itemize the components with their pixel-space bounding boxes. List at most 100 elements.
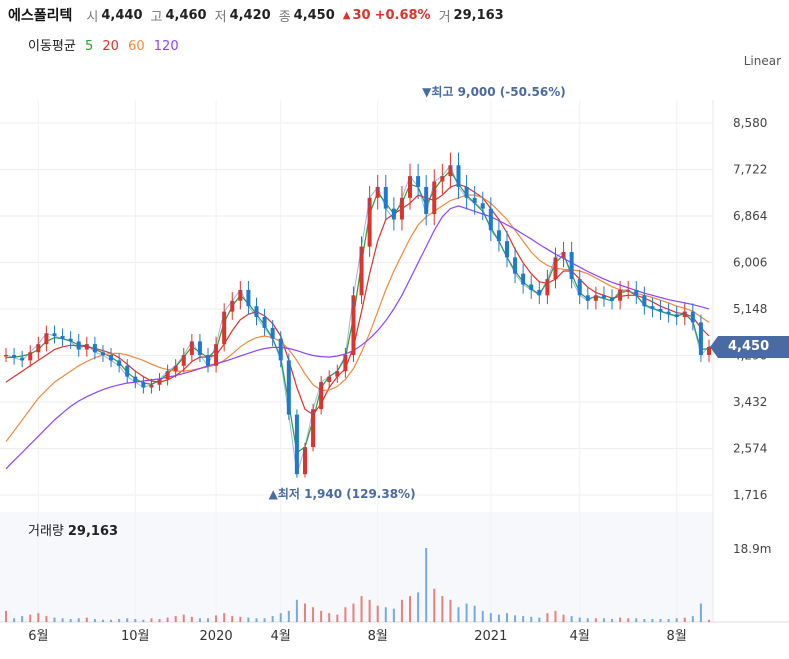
volume-bar	[699, 603, 702, 622]
y-tick-label: 6,006	[733, 256, 767, 270]
volume-bar	[708, 619, 710, 622]
volume-bar	[45, 616, 48, 622]
volume-bar	[554, 610, 557, 622]
candle-body	[513, 257, 518, 274]
candle-body	[448, 165, 453, 177]
x-tick-label: 6월	[28, 629, 48, 644]
candle-body	[666, 311, 671, 315]
volume-bar	[392, 608, 395, 622]
volume-bar	[683, 617, 686, 622]
candle-body	[149, 384, 154, 388]
volume-bar	[166, 617, 169, 622]
volume-bar	[101, 619, 104, 622]
volume-bar	[376, 605, 379, 622]
candle-body	[359, 246, 364, 296]
volume-bar	[158, 619, 161, 622]
volume-bar	[611, 619, 614, 622]
candle-body	[165, 371, 170, 380]
candle-body	[432, 181, 437, 215]
volume-bar	[77, 618, 80, 622]
volume-bar	[29, 614, 32, 622]
ma-line-5	[5, 169, 710, 454]
candle-body	[133, 376, 138, 383]
candle-body	[157, 379, 162, 385]
candle-body	[424, 186, 429, 215]
candle-body	[391, 208, 396, 220]
candle-body	[593, 295, 598, 301]
volume-bar	[643, 619, 646, 622]
candle-body	[351, 295, 356, 355]
volume-bar	[368, 599, 371, 622]
candle-body	[569, 251, 574, 280]
volume-label: 거	[438, 9, 451, 25]
volume-panel-bg	[0, 512, 713, 622]
volume-bar	[578, 617, 581, 622]
candle-body	[383, 186, 388, 209]
volume-bar	[182, 614, 185, 622]
candle-body	[141, 382, 146, 388]
volume-bar	[441, 596, 444, 622]
candle-body	[335, 371, 340, 377]
x-tick-label: 4월	[271, 629, 291, 644]
scale-toggle[interactable]: Linear	[743, 54, 781, 68]
ma-line-60	[5, 194, 710, 443]
candle-body	[36, 344, 41, 353]
low-value: 4,420	[229, 7, 271, 23]
volume-panel-title: 거래량 29,163	[28, 520, 118, 539]
open-value: 4,440	[101, 7, 143, 23]
ma-5-label: 5	[84, 39, 94, 54]
volume-bar	[247, 617, 250, 622]
candle-body	[125, 365, 130, 377]
candle-body	[262, 317, 267, 328]
candle-body	[585, 295, 590, 301]
candle-body	[84, 344, 89, 350]
volume-bar	[659, 619, 662, 622]
candle-body	[698, 322, 703, 355]
volume-bar	[473, 605, 476, 622]
candle-body	[197, 341, 202, 355]
up-triangle-icon: ▲	[342, 9, 351, 21]
candle-body	[311, 409, 316, 448]
volume-panel-value: 29,163	[67, 524, 119, 539]
candle-body	[270, 327, 275, 339]
x-tick-label: 4월	[570, 629, 590, 644]
ma-line-20	[5, 183, 710, 416]
candle-body	[68, 338, 73, 342]
candle-body	[238, 289, 243, 301]
volume-bar	[514, 615, 517, 622]
volume-bar	[425, 548, 428, 622]
candle-body	[626, 289, 631, 292]
candle-body	[4, 354, 8, 357]
volume-bar	[93, 619, 96, 622]
volume-bar	[174, 616, 177, 622]
volume-bar	[61, 618, 64, 622]
candle-body	[286, 360, 291, 415]
volume-bar	[198, 618, 201, 622]
volume-bar	[651, 619, 654, 622]
candle-body	[109, 354, 114, 361]
volume-bar	[21, 616, 24, 622]
ma-legend-label: 이동평균	[28, 39, 76, 54]
candle-body	[367, 197, 372, 247]
volume-bar	[546, 613, 549, 622]
volume-bar	[538, 617, 541, 622]
volume-bar	[126, 618, 129, 622]
moving-average-legend[interactable]: 이동평균 5 20 60 120	[28, 35, 184, 54]
volume-bar	[449, 599, 452, 622]
high-value: 4,460	[165, 7, 207, 23]
candle-body	[456, 165, 461, 187]
candle-body	[504, 241, 509, 258]
x-tick-label: 8월	[667, 629, 687, 644]
volume-bar	[223, 613, 226, 622]
volume-bar	[522, 616, 525, 622]
candle-body	[642, 295, 647, 307]
y-tick-label: 3,432	[733, 395, 767, 409]
volume-bar	[489, 613, 492, 622]
volume-bar	[215, 615, 218, 622]
volume-bar	[497, 614, 500, 622]
candle-body	[601, 295, 606, 299]
candle-body	[181, 354, 186, 366]
candle-body	[618, 289, 623, 301]
volume-value: 29,163	[453, 7, 504, 23]
